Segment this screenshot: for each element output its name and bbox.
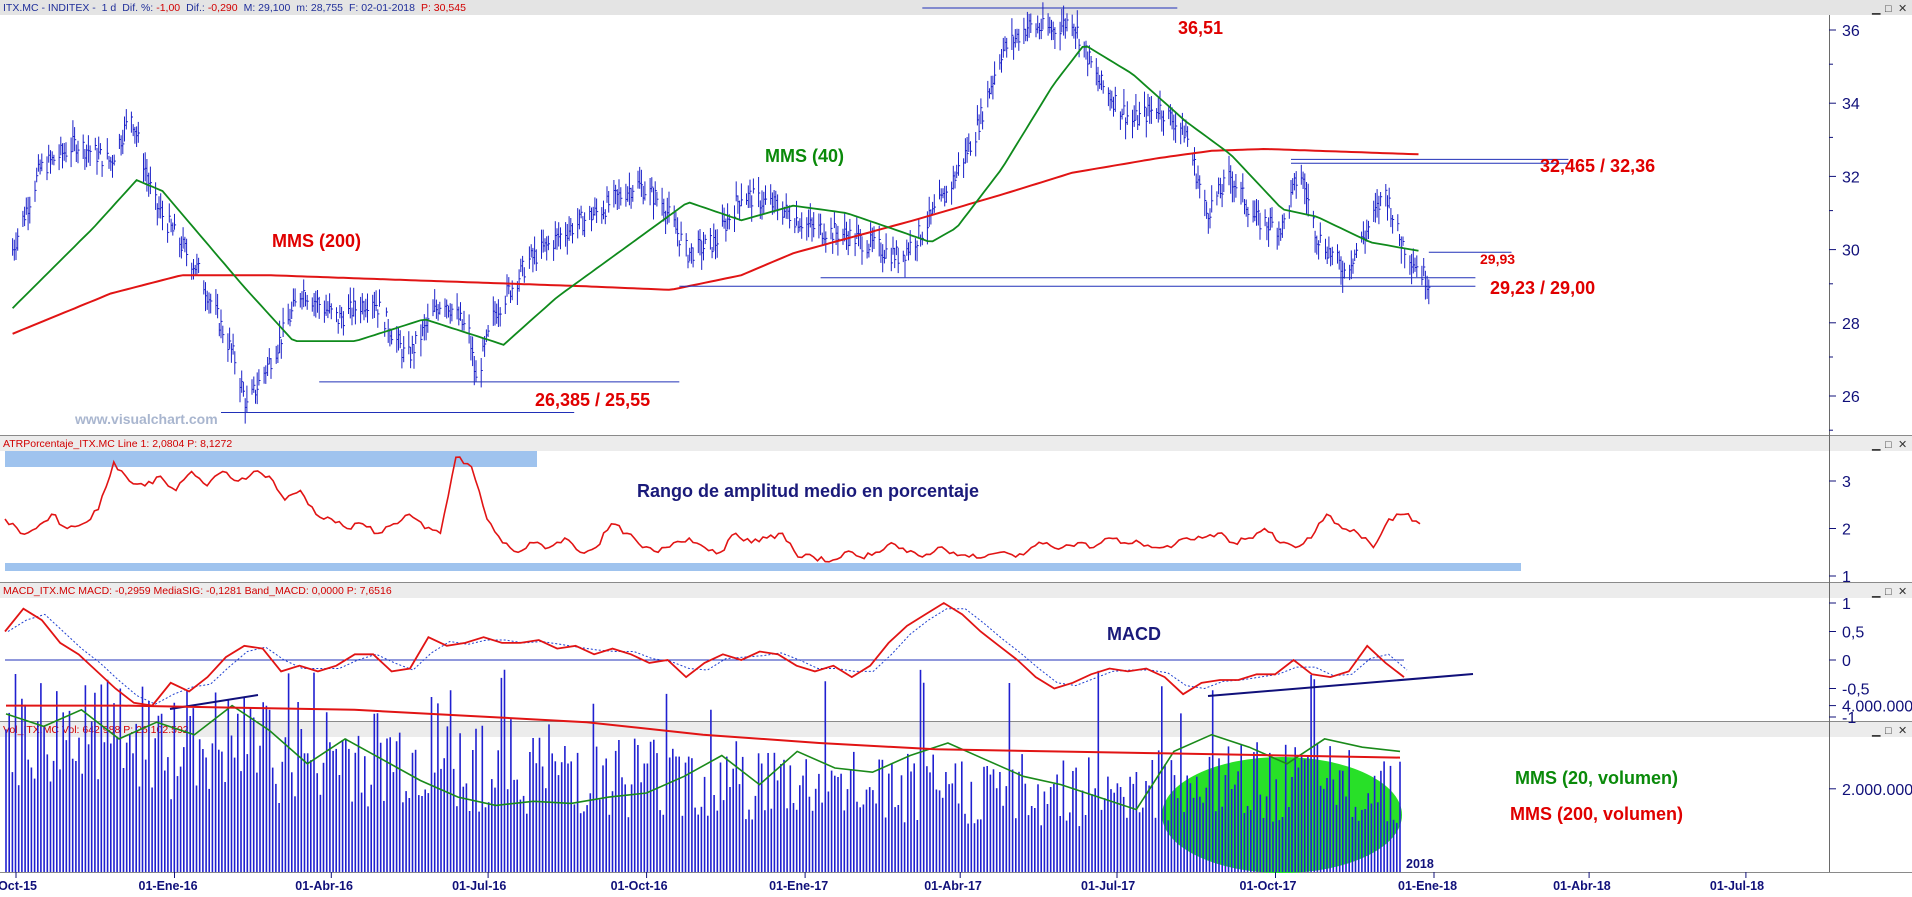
macd-y-tick-label: 0,5 [1842,625,1864,642]
maximize-icon[interactable]: □ [1885,439,1892,451]
macd-y-tick-label: 1 [1842,596,1851,613]
macd-window-buttons: ▁ □ ✕ [1871,586,1907,598]
maximize-icon[interactable]: □ [1885,725,1892,737]
minimize-icon[interactable]: ▁ [1871,3,1881,15]
dif-caption: Dif.: [186,2,205,14]
x-tick-label: 01-Abr-18 [1553,879,1611,892]
atr-line [4,456,1421,563]
period-label: 1 d [102,2,117,14]
axis-ticks: 26 28 30 32 34 36 1 2 3 1 0,5 0 -0,5 -1 2.000.000 4.000… [0,23,1912,893]
x-tick-label: 01-Abr-17 [924,879,982,892]
macd-title: MACD [1107,624,1161,644]
mms200-volume-label: MMS (200, volumen) [1510,804,1683,824]
mms40-line [11,45,1419,346]
volume-mms200-line [6,704,1401,759]
volume-mms20-line [5,704,1401,811]
x-tick-label: 01-Jul-17 [1081,879,1135,892]
atr-panel-header [0,436,1912,451]
dif-value: -0,290 [208,2,238,14]
x-tick-label: 01-Oct-16 [611,879,668,892]
atr-y-tick-label: 2 [1842,522,1851,539]
symbol-label: ITX.MC - INDITEX - [3,2,99,14]
atr-y-tick-label: 1 [1842,569,1851,586]
price-y-tick-label: 34 [1842,96,1860,113]
x-tick-label: 01-Oct-17 [1240,879,1297,892]
mms200-annotation: MMS (200) [272,231,361,251]
year-marker: 2018 [1406,857,1434,871]
atr-panel-label: ATRPorcentaje_ITX.MC Line 1: 2,0804 P: 8… [3,438,232,450]
volume-y-tick-label: 2.000.000 [1842,782,1912,799]
price-window-buttons: ▁ □ ✕ [1871,3,1907,15]
macd-y-tick-label: -1 [1842,710,1856,727]
atr-lower-band [5,563,1521,571]
atr-bands [5,451,1521,571]
x-tick-label: 01-Ene-18 [1398,879,1457,892]
price-y-tick-label: 32 [1842,169,1860,186]
volume-bars [5,669,1402,873]
atr-title: Rango de amplitud medio en porcentaje [637,481,979,501]
minimize-icon[interactable]: ▁ [1871,439,1881,451]
close-icon[interactable]: ✕ [1898,586,1907,598]
price-y-tick-label: 36 [1842,23,1860,40]
price-value: P: 30,545 [421,2,466,14]
atr-y-tick-label: 3 [1842,474,1851,491]
volume-y-tick-label: 4.000.000 [1842,699,1912,716]
macd-signal-line [7,608,1408,705]
volume-window-buttons: ▁ □ ✕ [1871,725,1907,737]
dif-pct-caption: Dif. %: [122,2,153,14]
x-tick-label: 01-Jul-16 [452,879,506,892]
atr-upper-band [5,451,537,467]
max-value: M: 29,100 [244,2,291,14]
macd-y-tick-label: -0,5 [1842,682,1870,699]
x-tick-label: 01-Jul-18 [1710,879,1764,892]
close-icon[interactable]: ✕ [1898,3,1907,15]
atr-window-buttons: ▁ □ ✕ [1871,439,1907,451]
macd-y-tick-label: 0 [1842,653,1851,670]
price-panel-label: ITX.MC - INDITEX - 1 d Dif. %: -1,00 Dif.: -… [3,2,466,14]
level-label: 29,93 [1480,251,1515,267]
level-label: 29,23 / 29,00 [1490,278,1595,298]
close-icon[interactable]: ✕ [1898,439,1907,451]
support-resistance-lines: 36,51 32,465 / 32,36 29,93 29,23 / 29,00 26,… [221,7,1655,413]
dif-pct-value: -1,00 [156,2,180,14]
volume-panel-header [0,722,1912,737]
minimize-icon[interactable]: ▁ [1871,725,1881,737]
x-tick-label: 01-Oct-15 [0,879,37,892]
macd-divergence-trendline [1207,673,1474,697]
price-y-tick-label: 30 [1842,243,1860,260]
minimize-icon[interactable]: ▁ [1871,586,1881,598]
indicator-lines [4,45,1474,811]
price-y-tick-label: 26 [1842,389,1860,406]
close-icon[interactable]: ✕ [1898,725,1907,737]
min-value: m: 28,755 [296,2,343,14]
mms20-volume-label: MMS (20, volumen) [1515,768,1678,788]
mms40-annotation: MMS (40) [765,146,844,166]
mms200-line [12,147,1419,335]
x-tick-label: 01-Abr-16 [295,879,353,892]
level-label: 36,51 [1178,18,1223,38]
x-tick-label: 01-Ene-17 [769,879,828,892]
maximize-icon[interactable]: □ [1885,3,1892,15]
macd-panel-label: MACD_ITX.MC MACD: -0,2959 MediaSIG: -0,1… [3,585,392,597]
maximize-icon[interactable]: □ [1885,586,1892,598]
date-value: F: 02-01-2018 [349,2,415,14]
macd-panel-header [0,583,1912,598]
price-y-tick-label: 28 [1842,316,1860,333]
x-tick-label: 01-Ene-16 [139,879,198,892]
watermark: www.visualchart.com [74,411,218,427]
macd-line [4,601,1405,707]
level-label: 26,385 / 25,55 [535,390,650,410]
level-label: 32,465 / 32,36 [1540,156,1655,176]
